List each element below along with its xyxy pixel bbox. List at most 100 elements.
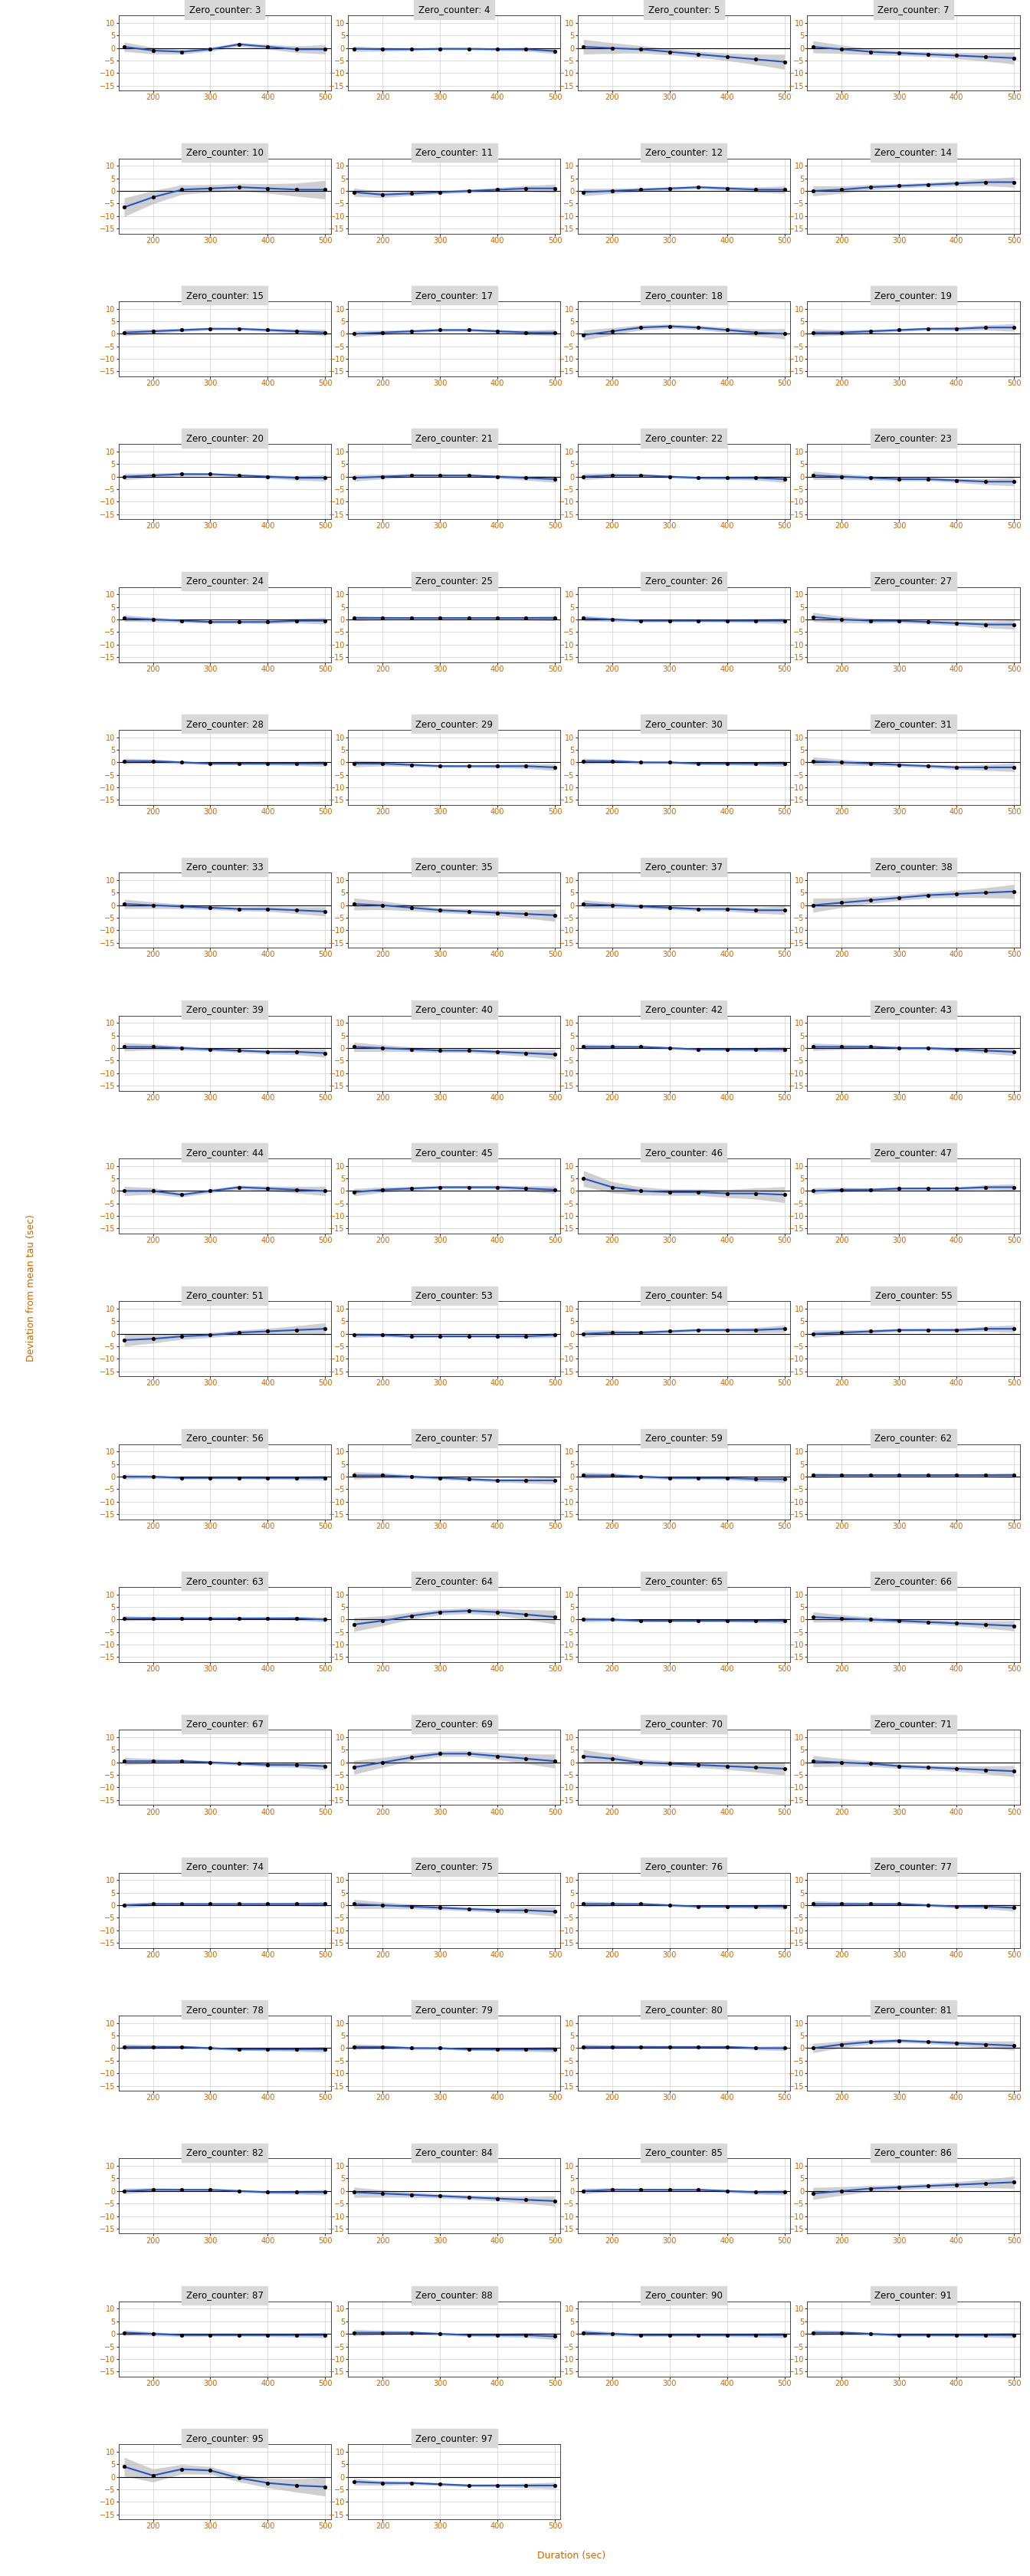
Point: [460, 2177, 477, 2218]
Point: [949, 2164, 965, 2205]
Point: [862, 1744, 879, 1785]
Point: [345, 1883, 362, 1924]
Point: [432, 598, 448, 639]
Point: [891, 1028, 907, 1069]
Point: [173, 1175, 190, 1216]
Point: [260, 2172, 276, 2213]
Point: [144, 1170, 161, 1211]
Point: [460, 28, 477, 70]
Point: [862, 167, 879, 209]
Title: Zero_counter: 11: Zero_counter: 11: [415, 147, 493, 157]
Point: [317, 1170, 334, 1211]
Point: [1005, 603, 1022, 644]
Point: [949, 1309, 965, 1350]
Point: [432, 1592, 448, 1633]
Point: [632, 1741, 649, 1783]
Point: [374, 312, 390, 353]
Point: [604, 456, 620, 497]
Point: [202, 1458, 218, 1499]
Point: [345, 1605, 362, 1646]
Title: Zero_counter: 97: Zero_counter: 97: [415, 2434, 493, 2442]
Point: [518, 1891, 535, 1932]
Point: [116, 2172, 133, 2213]
Point: [547, 31, 563, 72]
Point: [345, 884, 362, 925]
Point: [748, 1309, 764, 1350]
Point: [116, 884, 133, 925]
Point: [920, 2022, 936, 2063]
Point: [345, 314, 362, 355]
Title: Zero_counter: 88: Zero_counter: 88: [416, 2290, 493, 2300]
Point: [374, 28, 390, 70]
Point: [173, 1883, 190, 1924]
Point: [547, 1891, 563, 1932]
Point: [432, 1167, 448, 1208]
Title: Zero_counter: 74: Zero_counter: 74: [186, 1862, 264, 1873]
Point: [518, 28, 535, 70]
Point: [949, 747, 965, 788]
Point: [833, 312, 850, 353]
Point: [891, 1747, 907, 1788]
Point: [489, 28, 506, 70]
Point: [804, 1314, 821, 1355]
Point: [804, 1025, 821, 1066]
Point: [690, 1744, 707, 1785]
Title: Zero_counter: 70: Zero_counter: 70: [645, 1718, 722, 1728]
Point: [719, 309, 735, 350]
Point: [144, 884, 161, 925]
Point: [288, 1170, 305, 1211]
Point: [489, 1736, 506, 1777]
Point: [173, 1028, 190, 1069]
Point: [920, 1602, 936, 1643]
Point: [288, 1458, 305, 1499]
Point: [604, 1167, 620, 1208]
Point: [661, 1600, 678, 1641]
Point: [202, 2450, 218, 2491]
Title: Zero_counter: 67: Zero_counter: 67: [186, 1718, 264, 1728]
Point: [920, 459, 936, 500]
Point: [1005, 747, 1022, 788]
Point: [777, 2313, 793, 2354]
Point: [575, 1025, 591, 1066]
Point: [977, 1309, 994, 1350]
Point: [317, 1883, 334, 1924]
Point: [489, 170, 506, 211]
Point: [604, 2169, 620, 2210]
Point: [949, 603, 965, 644]
Title: Zero_counter: 77: Zero_counter: 77: [874, 1862, 952, 1873]
Point: [374, 742, 390, 783]
Point: [374, 2027, 390, 2069]
Point: [489, 1030, 506, 1072]
Point: [690, 2169, 707, 2210]
Point: [661, 307, 678, 348]
Point: [719, 459, 735, 500]
Point: [202, 1741, 218, 1783]
Point: [920, 309, 936, 350]
Point: [374, 598, 390, 639]
Point: [317, 2172, 334, 2213]
Point: [777, 1749, 793, 1790]
Point: [403, 1595, 419, 1636]
Point: [920, 1747, 936, 1788]
Point: [202, 309, 218, 350]
Point: [661, 1311, 678, 1352]
Point: [202, 167, 218, 209]
Point: [547, 1314, 563, 1355]
Point: [920, 1886, 936, 1927]
Point: [604, 1311, 620, 1352]
Title: Zero_counter: 40: Zero_counter: 40: [416, 1005, 493, 1015]
Point: [374, 1741, 390, 1783]
Point: [432, 1458, 448, 1499]
Point: [719, 2027, 735, 2069]
Point: [345, 28, 362, 70]
Point: [690, 1309, 707, 1350]
Point: [231, 742, 247, 783]
Point: [173, 2450, 190, 2491]
Point: [288, 170, 305, 211]
Point: [1005, 1888, 1022, 1929]
Point: [575, 1600, 591, 1641]
Point: [547, 1741, 563, 1783]
Point: [690, 1458, 707, 1499]
Point: [604, 2313, 620, 2354]
Title: Zero_counter: 87: Zero_counter: 87: [186, 2290, 264, 2300]
